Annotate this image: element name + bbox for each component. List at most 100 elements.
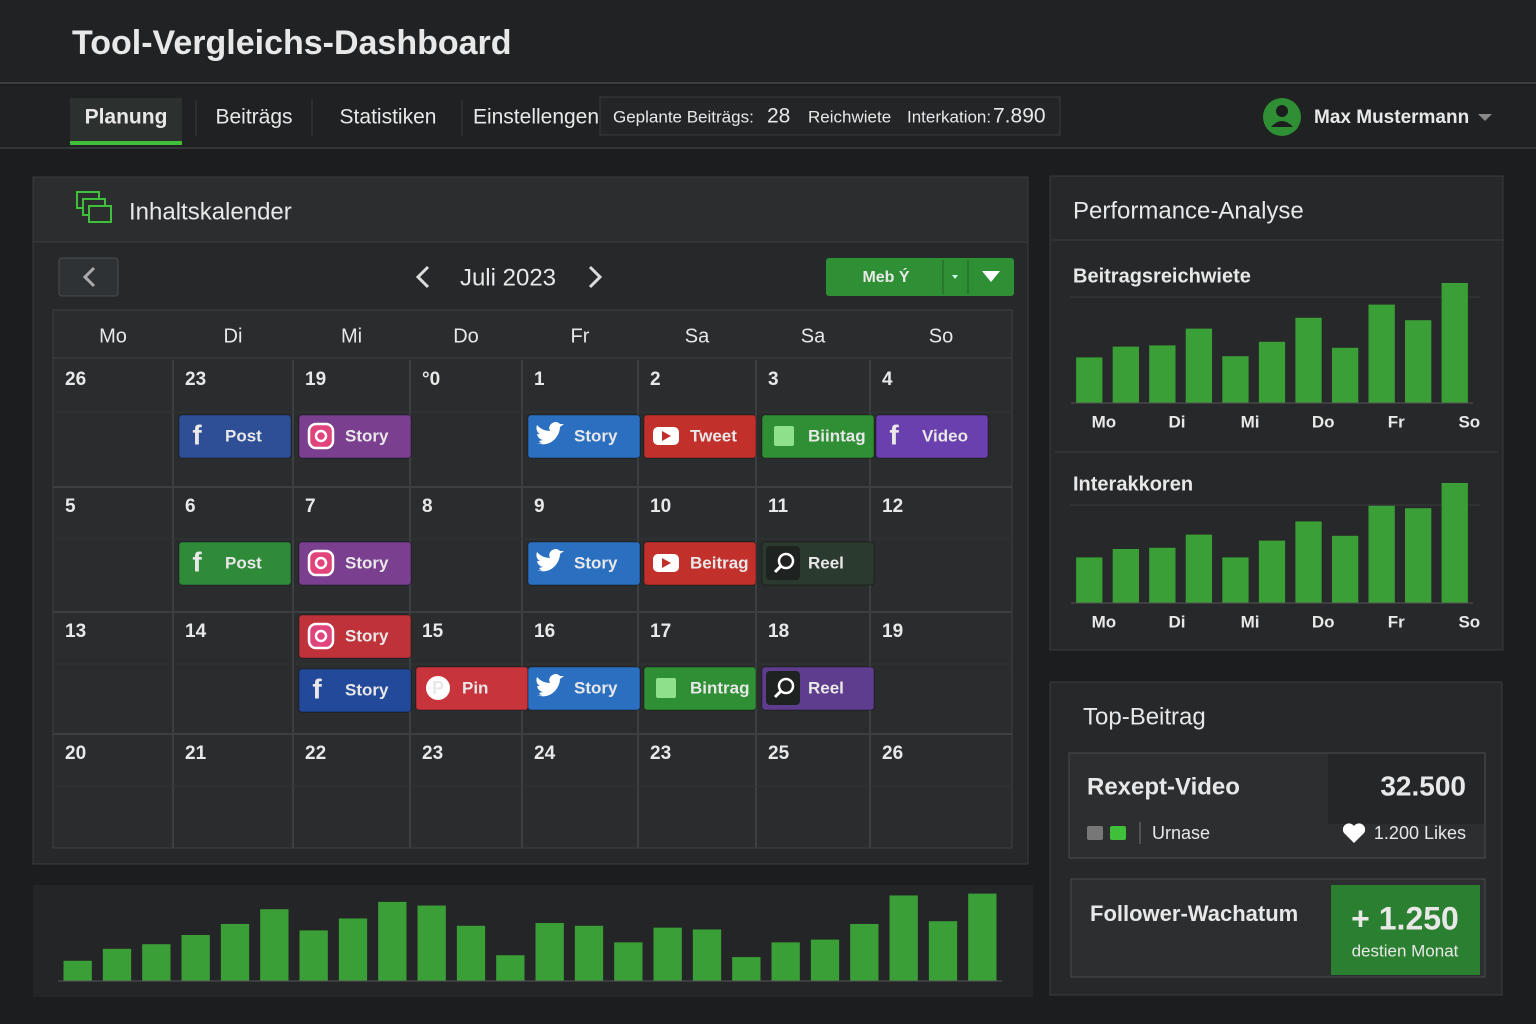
day-number: 4: [882, 369, 893, 390]
bar: [1441, 483, 1468, 603]
nav-tab[interactable]: Planung: [85, 106, 168, 129]
bar: [1295, 317, 1322, 403]
event-pill[interactable]: [643, 666, 757, 711]
bar: [1112, 346, 1139, 403]
month-label: Juli 2023: [460, 264, 556, 291]
x-tick-label: So: [1458, 412, 1480, 431]
header-bar: [0, 0, 1536, 82]
event-label[interactable]: Post: [225, 426, 262, 445]
stat-value: 28: [767, 105, 790, 128]
day-number: 14: [185, 621, 207, 642]
day-number: 26: [65, 369, 86, 390]
search-icon-bg: [766, 671, 800, 705]
view-dropdown[interactable]: [982, 271, 1000, 282]
day-number: 23: [185, 369, 206, 390]
event-label[interactable]: Reel: [808, 553, 844, 572]
x-tick-label: Fr: [1388, 612, 1405, 631]
event-label[interactable]: Story: [574, 426, 618, 445]
bar: [1368, 505, 1395, 603]
day-number: 19: [882, 621, 903, 642]
bar: [968, 893, 997, 981]
instagram-icon: [307, 549, 335, 577]
active-tab-underline: [70, 141, 182, 145]
day-number: 17: [650, 621, 671, 642]
event-label[interactable]: Video: [922, 426, 968, 445]
bar: [1112, 549, 1139, 603]
bar: [1222, 356, 1249, 403]
view-button[interactable]: [826, 258, 1014, 296]
chart-title: Interakkoren: [1073, 473, 1193, 495]
event-label[interactable]: Bintrag: [690, 678, 750, 697]
weekday: Sa: [685, 325, 710, 347]
bar: [142, 944, 171, 981]
day-number: 23: [650, 743, 671, 764]
event-label[interactable]: Story: [574, 678, 618, 697]
instagram-icon: [314, 629, 328, 643]
event-label[interactable]: Post: [225, 553, 262, 572]
nav-tab[interactable]: Statistiken: [340, 106, 437, 129]
event-label[interactable]: Story: [345, 553, 389, 572]
user-dropdown-arrow[interactable]: [1478, 114, 1492, 121]
bar: [1405, 508, 1432, 603]
youtube-icon: [662, 431, 671, 441]
x-tick-label: Di: [1168, 412, 1185, 431]
x-tick-label: Mo: [1092, 412, 1117, 431]
youtube-icon: [662, 558, 671, 568]
month-prev[interactable]: [415, 265, 430, 289]
event-label[interactable]: Tweet: [690, 426, 737, 445]
bar: [1331, 347, 1359, 403]
legend-swatch: [1087, 826, 1103, 840]
stats-box: [599, 96, 1061, 136]
day-number: 16: [534, 621, 555, 642]
top-post-name: Rexept-Video: [1087, 773, 1240, 800]
x-tick-label: Mo: [1092, 612, 1117, 631]
event-label[interactable]: Story: [345, 680, 389, 699]
weekday: Do: [453, 325, 479, 347]
event-pill[interactable]: [761, 414, 875, 459]
generic-icon: [656, 678, 676, 698]
event-label[interactable]: Story: [345, 626, 389, 645]
event-pill[interactable]: [875, 414, 989, 459]
bar: [732, 957, 761, 981]
nav-tab[interactable]: Einstellengen: [473, 106, 599, 129]
day-number: 8: [422, 496, 433, 517]
day-number: 18: [768, 621, 789, 642]
event-pill[interactable]: [298, 668, 412, 713]
bar: [456, 925, 486, 981]
month-next[interactable]: [588, 265, 603, 289]
chart-title: Beitragsreichwiete: [1073, 265, 1251, 287]
follower-sub: destien Monat: [1352, 941, 1459, 960]
bar: [614, 942, 643, 981]
bar: [1149, 547, 1176, 603]
legend-swatch: [1110, 826, 1126, 840]
view-button-label[interactable]: Meb Ý: [862, 267, 909, 286]
bar: [535, 923, 564, 981]
weekday: So: [929, 325, 953, 347]
bar: [417, 905, 446, 981]
event-pill[interactable]: [178, 541, 292, 586]
event-pill[interactable]: [643, 541, 757, 586]
calendar-header: [32, 176, 1029, 243]
user-name[interactable]: Max Mustermann: [1314, 107, 1469, 128]
search-icon: [777, 677, 795, 695]
event-pill[interactable]: [643, 414, 757, 459]
bar: [1405, 320, 1432, 403]
event-label[interactable]: Story: [345, 426, 389, 445]
event-label[interactable]: Beitrag: [690, 553, 749, 572]
day-number: 12: [882, 496, 903, 517]
nav-tab[interactable]: Beiträgs: [215, 106, 292, 129]
top-title: Top-Beitrag: [1083, 703, 1206, 730]
prev-button[interactable]: [58, 257, 119, 297]
event-pill[interactable]: [178, 414, 292, 459]
stat-label: Reichwiete: [808, 107, 891, 126]
instagram-icon: [307, 622, 335, 650]
bar: [1222, 557, 1249, 603]
event-label[interactable]: Biintag: [808, 426, 866, 445]
event-label[interactable]: Story: [574, 553, 618, 572]
bar: [810, 939, 840, 981]
event-label[interactable]: Reel: [808, 678, 844, 697]
day-number: 13: [65, 621, 86, 642]
day-number: 11: [768, 496, 789, 517]
event-label[interactable]: Pin: [462, 678, 488, 697]
bar: [928, 921, 958, 981]
